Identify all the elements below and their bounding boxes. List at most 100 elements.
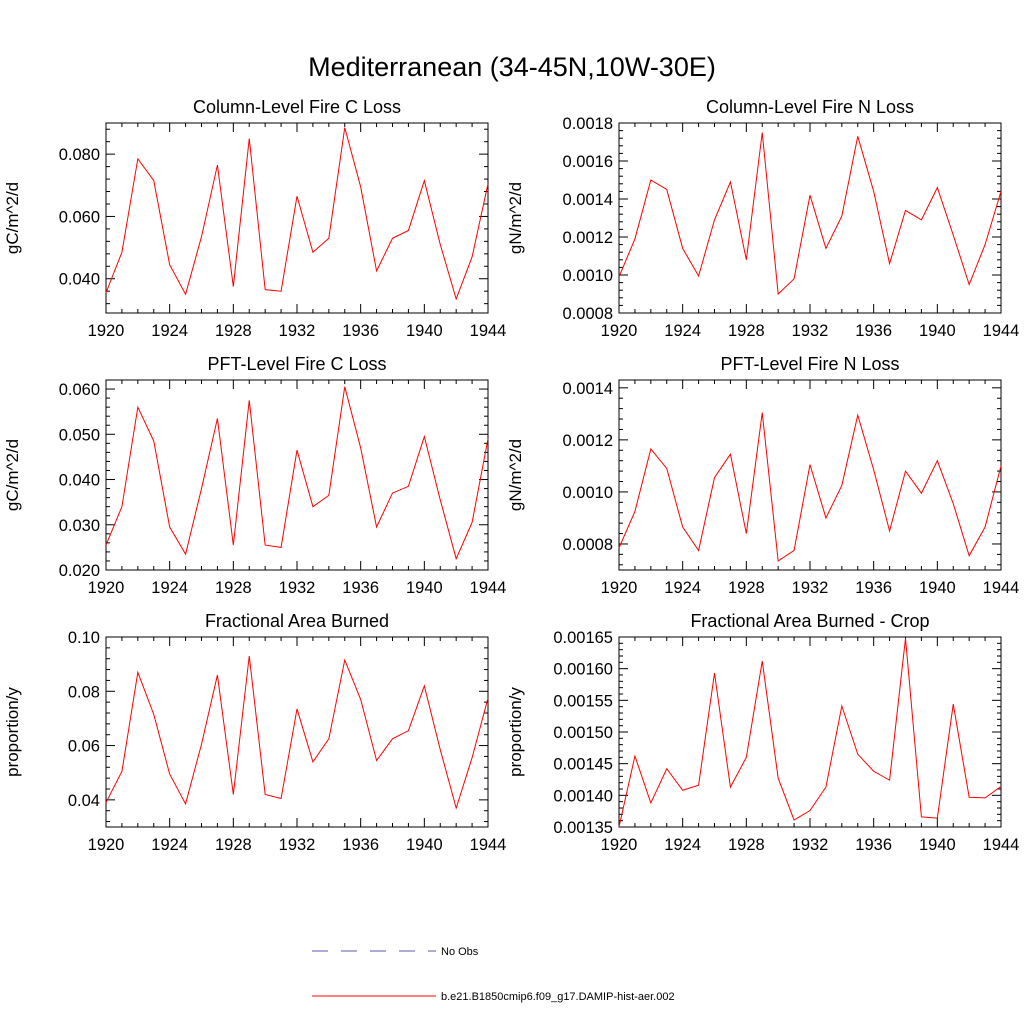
plot-frame [105, 379, 489, 571]
y-tick-label: 0.00150 [553, 724, 613, 742]
panels: 1920 1924 1928 1932 1936 1940 1944 0.040 0.060 0.… [3, 97, 1019, 854]
y-tick-label: 0.00155 [553, 692, 613, 710]
panel-title: PFT-Level Fire N Loss [720, 354, 899, 374]
x-tick-label: 1924 [664, 836, 701, 854]
legend-label: No Obs [441, 946, 479, 958]
x-tick-label: 1936 [855, 322, 892, 340]
x-tick-label: 1944 [983, 836, 1020, 854]
panel-2: 1920 1924 1928 1932 1936 1940 1944 0.0008 0.0010… [506, 97, 1019, 340]
series-line [618, 638, 1002, 828]
x-tick-label: 1940 [919, 579, 956, 597]
y-tick-label: 0.0012 [563, 229, 613, 247]
panel-1: 1920 1924 1928 1932 1936 1940 1944 0.040 0.060 0.… [3, 97, 506, 340]
series-line [105, 127, 489, 301]
x-tick-label: 1928 [728, 322, 765, 340]
x-tick-label: 1932 [279, 322, 316, 340]
y-tick-label: 0.0010 [563, 484, 613, 502]
y-axis-label: gN/m^2/d [506, 439, 525, 511]
x-tick-label: 1944 [983, 579, 1020, 597]
x-tick-label: 1920 [601, 579, 638, 597]
panel-title: Fractional Area Burned - Crop [690, 611, 929, 631]
x-tick-label: 1928 [728, 836, 765, 854]
y-tick-label: 0.0016 [563, 153, 613, 171]
x-tick-label: 1936 [342, 579, 379, 597]
x-tick-label: 1940 [406, 322, 443, 340]
y-axis-label: proportion/y [506, 687, 525, 777]
y-axis-label: gC/m^2/d [3, 439, 22, 511]
y-tick-label: 0.060 [59, 208, 100, 226]
y-tick-label: 0.00160 [553, 661, 613, 679]
x-tick-label: 1932 [792, 322, 829, 340]
y-tick-label: 0.0014 [563, 380, 613, 398]
x-tick-label: 1936 [855, 579, 892, 597]
x-tick-label: 1944 [470, 836, 507, 854]
plot-frame [105, 636, 489, 828]
panel-3: 1920 1924 1928 1932 1936 1940 1944 0.020 0.030 0.… [3, 354, 506, 597]
y-tick-label: 0.040 [59, 271, 100, 289]
plot-frame [105, 122, 489, 314]
x-tick-label: 1920 [601, 322, 638, 340]
x-tick-label: 1928 [215, 836, 252, 854]
x-tick-label: 1928 [215, 322, 252, 340]
x-tick-label: 1932 [279, 836, 316, 854]
y-tick-label: 0.06 [68, 738, 100, 756]
series-line [105, 386, 489, 561]
plot-frame [618, 122, 1002, 314]
x-tick-label: 1928 [728, 579, 765, 597]
y-tick-label: 0.0010 [563, 267, 613, 285]
series-line [618, 412, 1002, 562]
panel-title: PFT-Level Fire C Loss [207, 354, 386, 374]
panel-title: Column-Level Fire N Loss [706, 97, 914, 117]
y-tick-label: 0.00140 [553, 787, 613, 805]
plot-frame [618, 379, 1002, 571]
x-tick-label: 1940 [919, 322, 956, 340]
x-tick-label: 1940 [919, 836, 956, 854]
x-tick-label: 1920 [601, 836, 638, 854]
x-tick-label: 1932 [279, 579, 316, 597]
x-tick-label: 1944 [470, 579, 507, 597]
y-tick-label: 0.0012 [563, 432, 613, 450]
x-tick-label: 1920 [88, 322, 125, 340]
y-tick-label: 0.00145 [553, 756, 613, 774]
panel-title: Column-Level Fire C Loss [193, 97, 401, 117]
x-tick-label: 1940 [406, 579, 443, 597]
y-tick-label: 0.0014 [563, 191, 613, 209]
panel-5: 1920 1924 1928 1932 1936 1940 1944 0.04 0.06 0.08… [3, 611, 506, 854]
y-tick-label: 0.0008 [563, 536, 613, 554]
x-tick-label: 1924 [151, 322, 188, 340]
x-tick-label: 1924 [151, 579, 188, 597]
x-tick-label: 1928 [215, 579, 252, 597]
y-axis-label: gN/m^2/d [506, 182, 525, 254]
x-tick-label: 1936 [855, 836, 892, 854]
y-tick-label: 0.0018 [563, 115, 613, 133]
series-line [105, 655, 489, 810]
y-tick-label: 0.060 [59, 381, 100, 399]
main-title: Mediterranean (34-45N,10W-30E) [308, 52, 716, 82]
y-tick-label: 0.10 [68, 629, 100, 647]
y-tick-label: 0.0008 [563, 305, 613, 323]
x-tick-label: 1944 [470, 322, 507, 340]
legend: No Obs b.e21.B1850cmip6.f09_g17.DAMIP-his… [312, 946, 675, 1003]
y-tick-label: 0.00135 [553, 819, 613, 837]
x-tick-label: 1944 [983, 322, 1020, 340]
x-tick-label: 1936 [342, 836, 379, 854]
panel-4: 1920 1924 1928 1932 1936 1940 1944 0.0008 0.0010… [506, 354, 1019, 597]
x-tick-label: 1932 [792, 836, 829, 854]
y-tick-label: 0.050 [59, 426, 100, 444]
y-tick-label: 0.020 [59, 562, 100, 580]
legend-label: b.e21.B1850cmip6.f09_g17.DAMIP-hist-aer.… [441, 991, 675, 1003]
x-tick-label: 1924 [664, 579, 701, 597]
x-tick-label: 1940 [406, 836, 443, 854]
plot-frame [618, 636, 1002, 828]
panel-6: 1920 1924 1928 1932 1936 1940 1944 0.00135 0.001… [506, 611, 1019, 854]
x-tick-label: 1924 [664, 322, 701, 340]
x-tick-label: 1924 [151, 836, 188, 854]
x-tick-label: 1920 [88, 836, 125, 854]
y-axis-label: gC/m^2/d [3, 182, 22, 254]
series-line [618, 132, 1002, 296]
y-tick-label: 0.040 [59, 472, 100, 490]
y-tick-label: 0.030 [59, 517, 100, 535]
panel-title: Fractional Area Burned [205, 611, 389, 631]
y-tick-label: 0.08 [68, 683, 100, 701]
